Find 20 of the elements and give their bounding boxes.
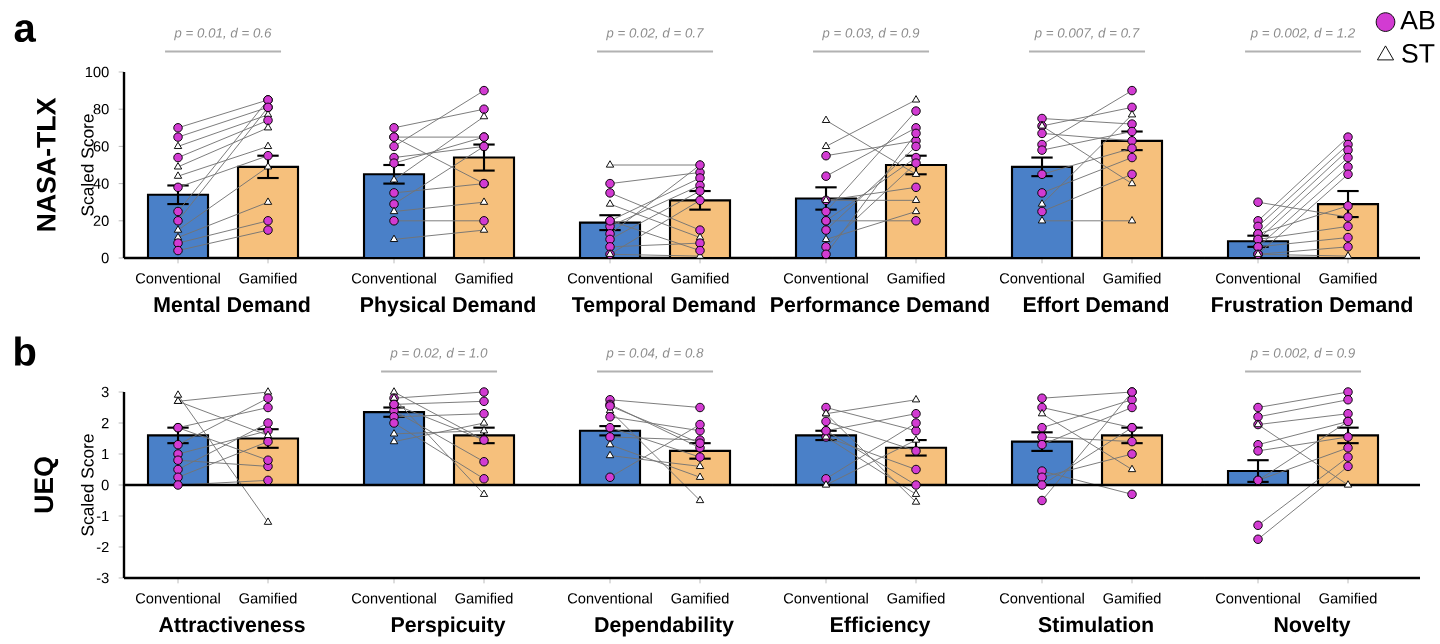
x-axis-title: Stimulation (1038, 616, 1153, 633)
chart-title: a (14, 20, 37, 43)
text: UEQ (34, 457, 59, 513)
chart-title: b (15, 336, 36, 366)
y-axis-title: Scaled Score (80, 114, 94, 216)
x-axis-title: Mental Demand (154, 296, 310, 313)
x-axis-title: Performance Demand (771, 296, 989, 313)
x-axis-title: Physical Demand (361, 296, 535, 317)
legend-label: ST (1402, 43, 1435, 63)
x-axis-title: Frustration Demand (1212, 296, 1412, 313)
y-axis-title: Scaled Score (80, 434, 94, 536)
x-axis-title: Novelty (1274, 616, 1351, 637)
x-axis-title: Dependability (595, 616, 734, 637)
x-axis-title: Attractiveness (159, 616, 305, 633)
x-axis-title: Perspicuity (391, 616, 506, 637)
x-axis-title: Temporal Demand (571, 296, 755, 317)
legend-label: AB (1400, 10, 1435, 30)
x-axis-title: Effort Demand (1023, 296, 1169, 313)
x-axis-title: Efficiency (831, 616, 931, 637)
text: NASA-TLX (36, 97, 56, 231)
